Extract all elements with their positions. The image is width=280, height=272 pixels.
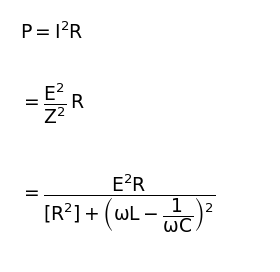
Text: $\mathsf{P = I^2 R}$: $\mathsf{P = I^2 R}$	[20, 22, 83, 44]
Text: $\mathsf{= \dfrac{E^2 R}{\left[R^2\right]+\left(\omega L - \dfrac{1}{\omega C}\r: $\mathsf{= \dfrac{E^2 R}{\left[R^2\right…	[20, 173, 215, 235]
Text: $\mathsf{= \dfrac{E^2}{Z^2}\,R}$: $\mathsf{= \dfrac{E^2}{Z^2}\,R}$	[20, 81, 85, 126]
